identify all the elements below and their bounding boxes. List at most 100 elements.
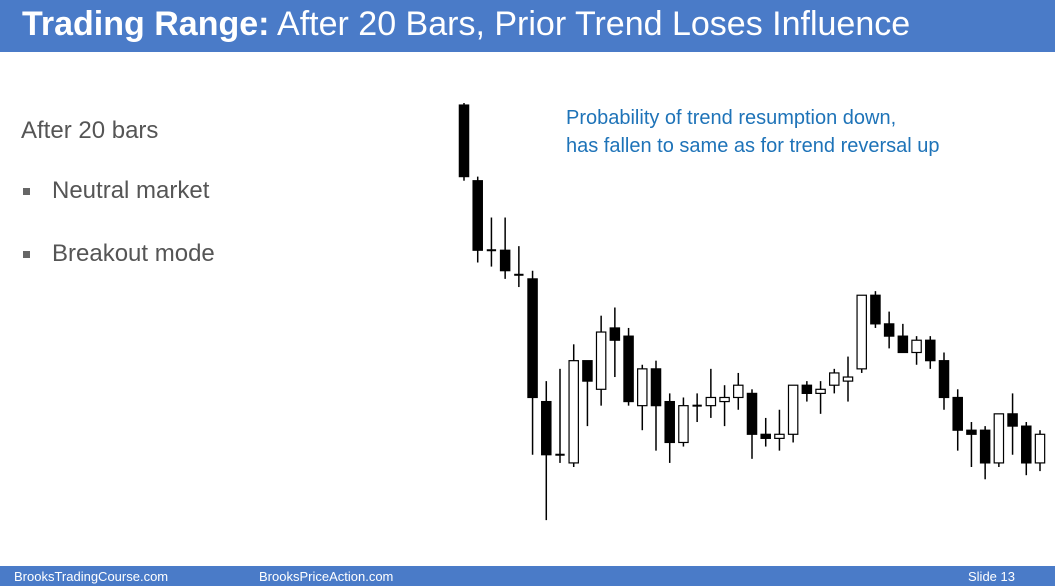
candle-body-bear (897, 335, 909, 354)
candle (938, 352, 950, 410)
bullet-heading: After 20 bars (21, 117, 159, 144)
candle (664, 393, 675, 463)
candle-body-bear (650, 368, 662, 407)
candle (966, 422, 977, 468)
candle-body-bear (541, 400, 552, 456)
candle (1021, 422, 1032, 476)
candle (582, 360, 593, 427)
candle (733, 372, 744, 410)
candle (692, 393, 702, 423)
candle (829, 368, 840, 394)
candle-body-bull (595, 331, 607, 390)
candle-body-bear (692, 404, 702, 407)
candle-body-bear (746, 392, 758, 435)
candle (541, 381, 552, 521)
square-bullet-icon (23, 188, 30, 195)
candle (925, 336, 936, 369)
candle (555, 368, 565, 463)
candle-body-bear (499, 249, 511, 272)
candle-body-bear (966, 429, 977, 435)
candle (883, 311, 895, 349)
candle-body-bull (815, 388, 826, 394)
candle (979, 426, 991, 480)
candle-body-bear (582, 360, 593, 382)
candle (897, 323, 909, 354)
candle-body-bear (555, 453, 565, 456)
candle (609, 307, 621, 378)
candle-body-bear (664, 400, 675, 444)
candle (499, 217, 511, 279)
candle (678, 397, 689, 447)
candle-body-bear (623, 335, 634, 403)
candle-body-bear (938, 360, 950, 399)
candle (623, 327, 634, 406)
candle (595, 315, 607, 406)
candle-body-bull (568, 360, 579, 464)
candle (856, 294, 867, 373)
candle (1034, 430, 1046, 472)
candle-body-bear (979, 429, 991, 464)
candle-body-bull (993, 413, 1005, 464)
candle (801, 381, 813, 402)
title-bar: Trading Range: After 20 Bars, Prior Tren… (0, 0, 1055, 52)
candle-body-bull (1034, 433, 1046, 464)
candle-body-bear (527, 278, 538, 399)
candle-body-bear (1007, 413, 1018, 427)
slide-title: Trading Range: After 20 Bars, Prior Tren… (22, 4, 910, 44)
candle (719, 385, 730, 427)
footer-left-link[interactable]: BrooksTradingCourse.com (14, 569, 169, 584)
candle (952, 389, 963, 451)
candle (527, 270, 538, 455)
candle-body-bear (801, 384, 813, 394)
candle (650, 360, 662, 451)
slide-number: Slide 13 (968, 569, 1015, 584)
candle-body-bear (925, 339, 936, 362)
candle-body-bull (637, 368, 648, 407)
candle-body-bear (472, 180, 483, 251)
candle-body-bull (842, 376, 854, 382)
candle (787, 384, 799, 443)
candle-body-bear (458, 104, 470, 178)
candle-body-bear (609, 327, 621, 341)
bullet-label: Neutral market (52, 177, 210, 204)
annotation-line-1: Probability of trend resumption down, (566, 107, 897, 129)
candle-body-bear (952, 396, 963, 431)
bullet-label: Breakout mode (52, 240, 215, 267)
title-rest: After 20 Bars, Prior Trend Loses Influen… (269, 5, 911, 43)
square-bullet-icon (23, 251, 30, 258)
candle-body-bear (883, 323, 895, 337)
candle-body-bear (760, 433, 771, 439)
candle (746, 389, 758, 459)
footer-bar: BrooksTradingCourse.com BrooksPriceActio… (0, 566, 1055, 586)
candle (870, 291, 881, 328)
candle-body-bear (486, 249, 497, 252)
candle (911, 336, 922, 365)
candle-body-bull (856, 294, 867, 370)
candle (472, 176, 483, 263)
candle-body-bull (705, 396, 717, 407)
candle (842, 356, 854, 402)
candle-body-bull (678, 405, 689, 444)
candle (486, 217, 497, 267)
candle (705, 368, 717, 418)
candle-body-bull (719, 396, 730, 403)
footer-center-link[interactable]: BrooksPriceAction.com (259, 569, 394, 584)
title-bold: Trading Range: (22, 5, 270, 43)
candle-body-bear (514, 273, 524, 276)
candle-body-bull (911, 339, 922, 354)
annotation-line-2: has fallen to same as for trend reversal… (566, 135, 940, 157)
candle (514, 246, 524, 288)
candle-body-bear (1021, 425, 1032, 464)
candle (568, 344, 579, 468)
candle (993, 413, 1005, 468)
candle-body-bull (787, 384, 799, 435)
candle (774, 409, 785, 451)
candle-body-bull (733, 384, 744, 399)
candle (815, 381, 826, 414)
chart-annotation: Probability of trend resumption down, ha… (566, 104, 940, 160)
candle (760, 417, 771, 447)
candle-body-bull (829, 372, 840, 386)
candle-body-bull (774, 433, 785, 439)
candle (1007, 393, 1018, 455)
